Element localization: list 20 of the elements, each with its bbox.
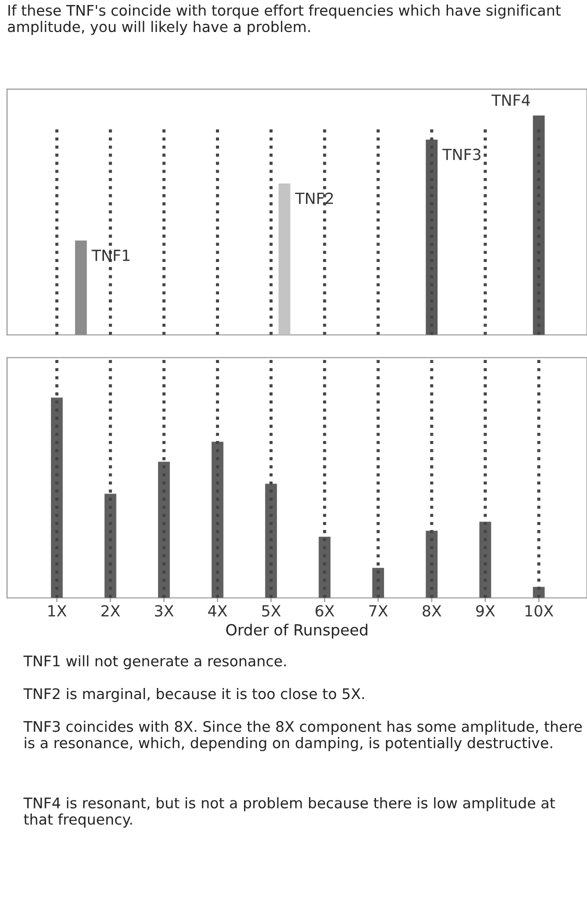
x-tick-label: 8X <box>422 605 442 617</box>
text: TNF2 is marginal, because it is too close to 5X. <box>23 688 364 702</box>
text: TNF4 is resonant, but is not a problem because there is low amplitude at that frequency. <box>23 797 555 828</box>
text: TNF3 coincides with 8X. Since the 8X component has some amplitude, there is a resonance, which, depending on damping, is potentially destructive. <box>23 720 582 752</box>
annotation: TNF3 <box>442 148 480 160</box>
text: TNF1 will not generate a resonance. <box>23 655 286 670</box>
x-tick-label: 3X <box>155 605 174 617</box>
x-tick-label: 1X <box>48 605 66 616</box>
x-tick-label: 5X <box>262 605 281 617</box>
annotation: TNF2 <box>295 192 333 204</box>
annotation: TNF1 <box>92 250 130 261</box>
chart-title: If these TNF's coincide with torque effort frequencies which have significant amplitude, you will likely have a problem. <box>8 4 561 35</box>
x-axis-title: Order of Runspeed <box>226 624 368 639</box>
x-tick-label: 2X <box>101 605 120 616</box>
text: TNF4 <box>491 94 530 106</box>
x-tick-label: 10X <box>526 605 554 617</box>
x-tick-label: 9X <box>476 605 495 617</box>
x-tick-label: 7X <box>369 605 388 616</box>
x-tick-label: 4X <box>208 605 228 616</box>
x-tick-label: 6X <box>316 605 334 617</box>
